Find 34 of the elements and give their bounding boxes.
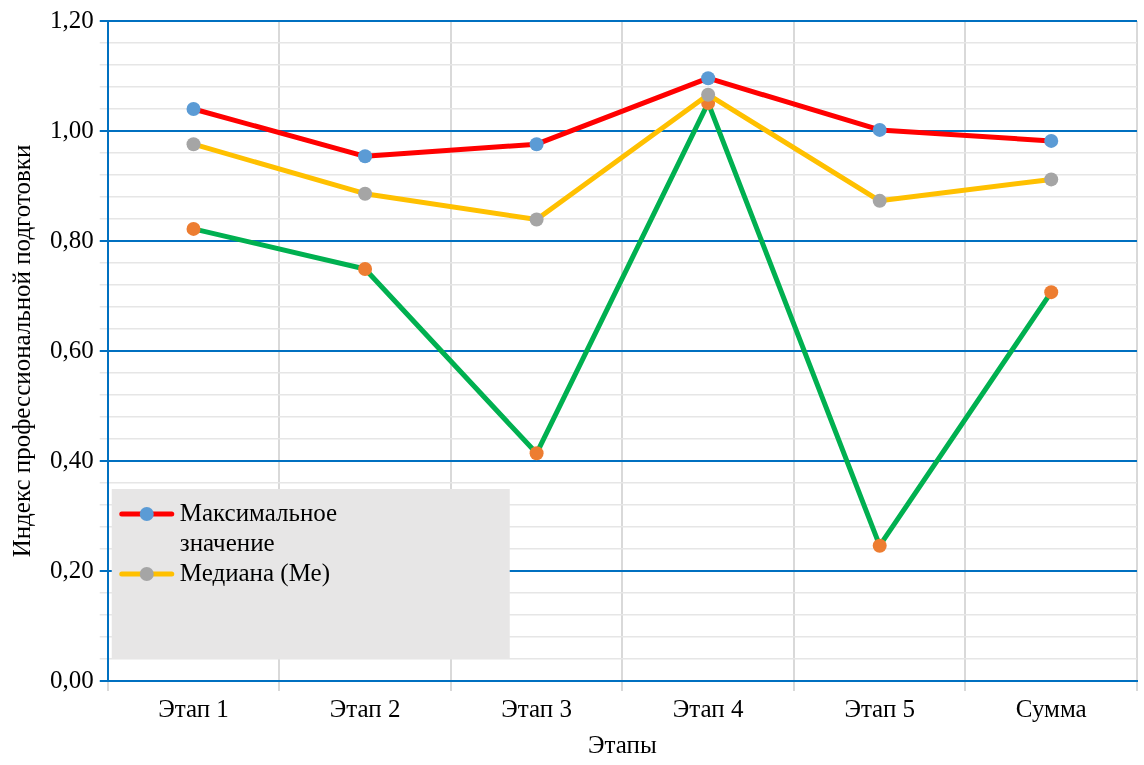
point — [1044, 133, 1059, 148]
point — [529, 212, 544, 227]
y-tick-label: 0,00 — [50, 665, 94, 693]
point — [872, 538, 887, 553]
point — [701, 87, 716, 102]
point — [529, 446, 544, 461]
x-tick-label: Этап 1 — [158, 694, 229, 722]
point — [872, 193, 887, 208]
y-tick-label: 1,00 — [50, 115, 94, 143]
y-tick-label: 1,20 — [50, 5, 94, 33]
legend-label: Медиана (Ме) — [179, 558, 330, 587]
y-tick-label: 0,80 — [50, 225, 94, 253]
point — [186, 221, 201, 236]
point — [872, 122, 887, 137]
point — [1044, 285, 1059, 300]
y-tick-label: 0,20 — [50, 555, 94, 583]
point — [358, 149, 373, 164]
point — [358, 186, 373, 201]
point — [186, 102, 201, 116]
point — [701, 71, 716, 86]
point — [1044, 172, 1059, 187]
y-tick-label: 0,60 — [50, 335, 94, 363]
legend-label: Максимальное значение — [179, 498, 338, 556]
point — [358, 262, 373, 277]
point — [529, 137, 544, 152]
x-tick-label: Этап 3 — [501, 694, 572, 722]
point — [186, 137, 201, 152]
x-axis-title: Этапы — [588, 730, 657, 758]
x-tick-label: Этап 2 — [329, 694, 401, 722]
x-tick-label: Этап 4 — [672, 694, 744, 722]
x-tick-label: Этап 5 — [844, 694, 916, 722]
y-axis-title: Индекс профессиональной подготовки — [7, 144, 35, 558]
x-tick-label: Сумма — [1015, 694, 1087, 722]
y-tick-label: 0,40 — [50, 445, 94, 473]
